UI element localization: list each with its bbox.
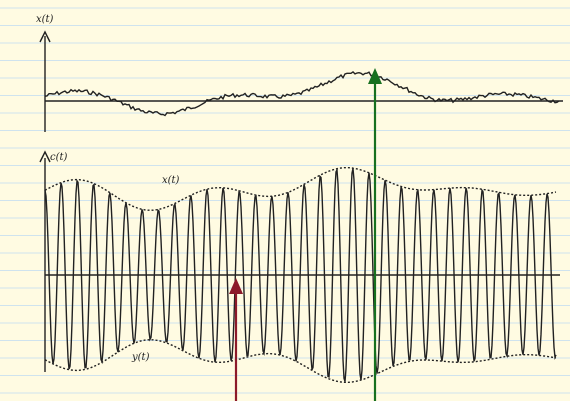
lower-envelope-label: y(t) [131,352,150,363]
top-axis-label: x(t) [36,14,54,25]
bottom-axis-label: c(t) [50,152,68,163]
diagram: x(t) c(t) x(t) y(t) [0,0,570,401]
upper-envelope-label: x(t) [162,175,180,186]
